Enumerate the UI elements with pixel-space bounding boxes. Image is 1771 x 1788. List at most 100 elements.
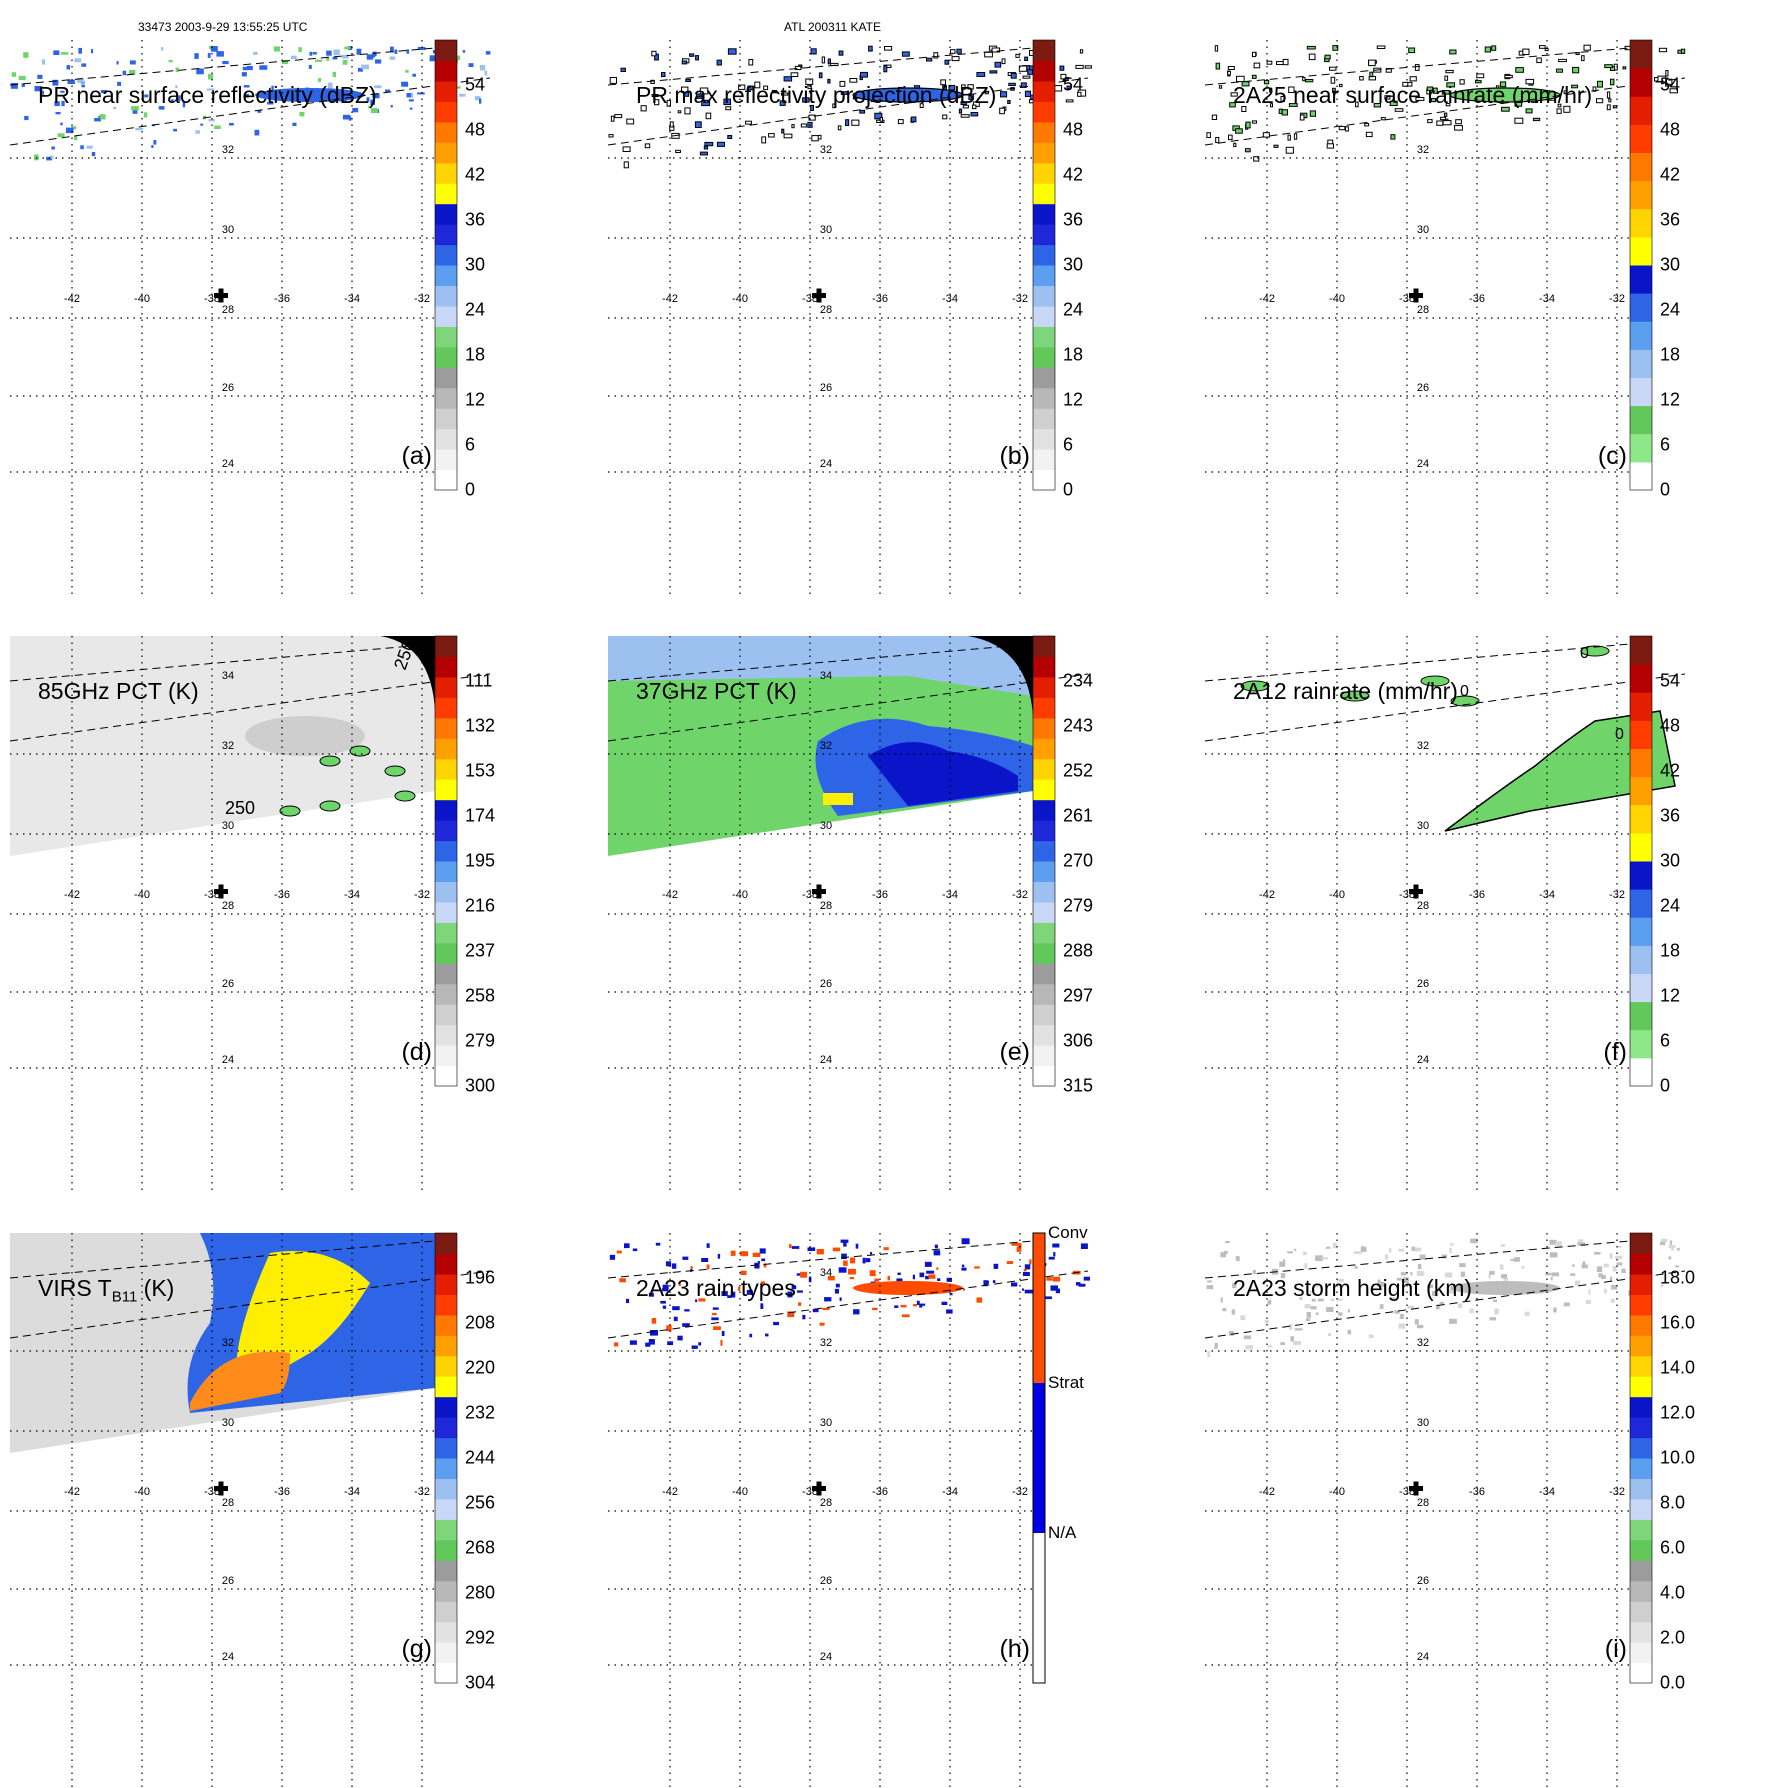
- latitude-tick-label: 26: [222, 978, 234, 990]
- colorbar-segment: [1630, 1621, 1652, 1643]
- colorbar-tick-label: 6: [465, 434, 476, 455]
- colorbar-tick-label: 36: [465, 209, 486, 230]
- precip-cell: [341, 54, 349, 59]
- colorbar-h: [1032, 1232, 1046, 1684]
- precip-cell: [960, 114, 970, 118]
- precip-cell: [701, 1258, 709, 1262]
- longitude-tick-label: -36: [274, 293, 290, 305]
- precip-cell: [1345, 126, 1349, 132]
- colorbar-segment: [1630, 461, 1652, 491]
- colorbar-segment: [435, 861, 457, 882]
- colorbar-segment: [435, 142, 457, 164]
- colorbar-tick-label: 30: [465, 254, 486, 275]
- precip-cell: [406, 49, 410, 54]
- precip-cell: [1022, 75, 1031, 79]
- colorbar-segment: [1033, 326, 1055, 348]
- precip-cell: [1622, 66, 1627, 70]
- precip-cell: [805, 78, 814, 85]
- precip-cell: [640, 105, 647, 112]
- colorbar-segment: [435, 449, 457, 471]
- rain-cell: [1240, 680, 1270, 692]
- panel-letter-label: (i): [1604, 1635, 1627, 1663]
- precip-cell: [1011, 1242, 1019, 1246]
- colorbar-segment: [1033, 983, 1055, 1005]
- precip-cell: [1267, 1300, 1272, 1305]
- precip-cell: [1563, 105, 1571, 113]
- precip-cell: [683, 91, 690, 97]
- precip-cell: [214, 125, 221, 129]
- precip-cell: [1369, 71, 1374, 78]
- precip-cell: [853, 1309, 860, 1315]
- precip-cell: [55, 112, 61, 115]
- precip-cell: [1308, 53, 1316, 61]
- precip-cell: [1010, 72, 1017, 79]
- precip-cell: [208, 119, 215, 122]
- precip-cell: [1441, 1254, 1448, 1259]
- precip-cell: [135, 127, 143, 131]
- precip-cell: [1585, 1299, 1591, 1304]
- precip-cell: [1050, 1285, 1058, 1291]
- colorbar-segment: [1630, 1253, 1652, 1275]
- precip-cell: [705, 112, 712, 120]
- colorbar-a: [434, 39, 458, 491]
- precip-cell: [168, 60, 173, 63]
- precip-cell: [1230, 92, 1238, 97]
- precip-cell: [1084, 65, 1092, 69]
- precip-cell: [757, 1261, 760, 1264]
- precip-cell: [1293, 1341, 1301, 1346]
- panel-letter-label: (f): [1603, 1038, 1627, 1066]
- longitude-tick-label: -40: [134, 293, 150, 305]
- precip-cell: [356, 48, 362, 55]
- precip-cell: [1503, 1277, 1508, 1281]
- precip-cell: [671, 1263, 677, 1269]
- precip-cell: [77, 77, 84, 83]
- precip-cell: [681, 60, 688, 65]
- longitude-tick-label: -42: [1259, 293, 1275, 305]
- colorbar-tick-label: 252: [1063, 760, 1094, 781]
- panel-letter-label: (g): [401, 1635, 432, 1663]
- colorbar-segment: [1033, 244, 1055, 266]
- colorbar-c: [1629, 39, 1653, 491]
- precip-cell: [412, 73, 416, 77]
- precip-cell: [458, 93, 466, 97]
- precip-cell: [1054, 85, 1063, 92]
- precip-cell: [1555, 1241, 1562, 1247]
- colorbar-tick-label: 12: [1063, 389, 1084, 410]
- panel-title-text: 37GHz PCT (K): [636, 678, 797, 704]
- colorbar-segment: [1033, 1383, 1045, 1533]
- precip-cell: [241, 72, 247, 77]
- precip-cell: [1494, 1308, 1499, 1315]
- longitude-tick-label: -32: [414, 1486, 430, 1498]
- colorbar-tick-label: 0: [1660, 1075, 1671, 1096]
- panel-h: -42 -40 -38 -36 -34 -32 34 32 30 28 26 24 Conv Strat N…: [607, 1223, 1188, 1788]
- precip-cell: [951, 56, 960, 62]
- precip-cell: [740, 1251, 748, 1257]
- precip-cell: [666, 99, 671, 107]
- precip-cell: [1549, 1239, 1557, 1245]
- precip-cell: [972, 104, 977, 110]
- precip-cell: [1604, 64, 1613, 69]
- precip-cell: [78, 47, 82, 54]
- precip-cell: [919, 1272, 925, 1278]
- precip-cell: [1459, 79, 1465, 85]
- longitude-tick-label: -42: [1259, 1486, 1275, 1498]
- precip-cell: [901, 1314, 910, 1318]
- colorbar-segment: [1630, 1417, 1652, 1439]
- precip-cell: [843, 1260, 848, 1266]
- precip-cell: [824, 1297, 832, 1302]
- precip-cell: [254, 129, 260, 136]
- colorbar-segment: [435, 244, 457, 266]
- latitude-tick-label: 30: [222, 224, 234, 236]
- precip-cell: [1251, 120, 1258, 124]
- precip-cell: [662, 1288, 669, 1292]
- precip-cell: [144, 94, 149, 98]
- precip-cell: [1501, 106, 1510, 112]
- colorbar-segment: [435, 1642, 457, 1664]
- swath-edge-line: [9, 47, 436, 86]
- precip-cell: [1006, 1261, 1014, 1264]
- precip-cell: [1575, 52, 1580, 55]
- colorbar-segment: [435, 1621, 457, 1643]
- panel-title: VIRS TB11 (K): [38, 1275, 174, 1306]
- colorbar-segment: [435, 983, 457, 1005]
- precip-cell: [651, 94, 659, 98]
